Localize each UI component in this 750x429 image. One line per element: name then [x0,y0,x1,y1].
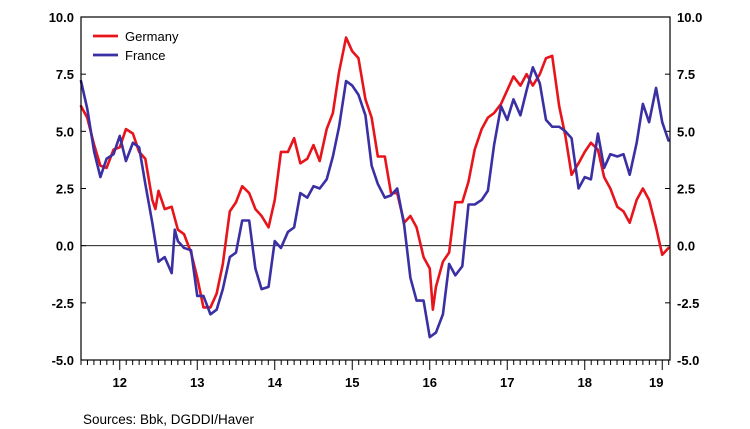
x-tick-label: 13 [190,375,204,390]
x-tick-label: 15 [345,375,359,390]
plot-frame [80,16,671,361]
y-tick-label-left: 2.5 [56,182,74,197]
source-note: Sources: Bbk, DGDDI/Haver [83,412,255,427]
x-axis-ticks [80,360,670,370]
y-tick-label-right: 2.5 [677,182,695,197]
series-layer [79,36,670,339]
y-tick-label-left: 5.0 [56,124,74,139]
x-tick-label: 16 [423,375,437,390]
x-tick-label: 17 [500,375,514,390]
y-tick-label-right: 0.0 [677,239,695,254]
y-tick-label-left: -2.5 [52,296,74,311]
x-axis-labels: 12 13 14 15 16 17 18 19 [113,375,664,390]
series-line-france [79,66,670,339]
y-tick-label-right: -5.0 [677,353,699,368]
legend-label-germany: Germany [125,29,179,44]
y-axis-right-labels: 10.0 7.5 5.0 2.5 0.0 -2.5 -5.0 [665,10,702,368]
x-tick-label: 18 [578,375,592,390]
y-tick-label-left: 7.5 [56,67,74,82]
y-tick-label-left: -5.0 [52,353,74,368]
x-tick-label: 19 [649,375,663,390]
series-line-germany [79,36,670,311]
x-tick-label: 14 [268,375,283,390]
y-tick-label-right: 5.0 [677,124,695,139]
y-tick-label-right: 10.0 [677,10,702,25]
y-tick-label-right: -2.5 [677,296,699,311]
y-tick-label-left: 10.0 [49,10,74,25]
y-tick-label-right: 7.5 [677,67,695,82]
x-tick-label: 12 [113,375,127,390]
y-tick-label-left: 0.0 [56,239,74,254]
legend-label-france: France [125,48,165,63]
legend: Germany France [93,29,179,63]
